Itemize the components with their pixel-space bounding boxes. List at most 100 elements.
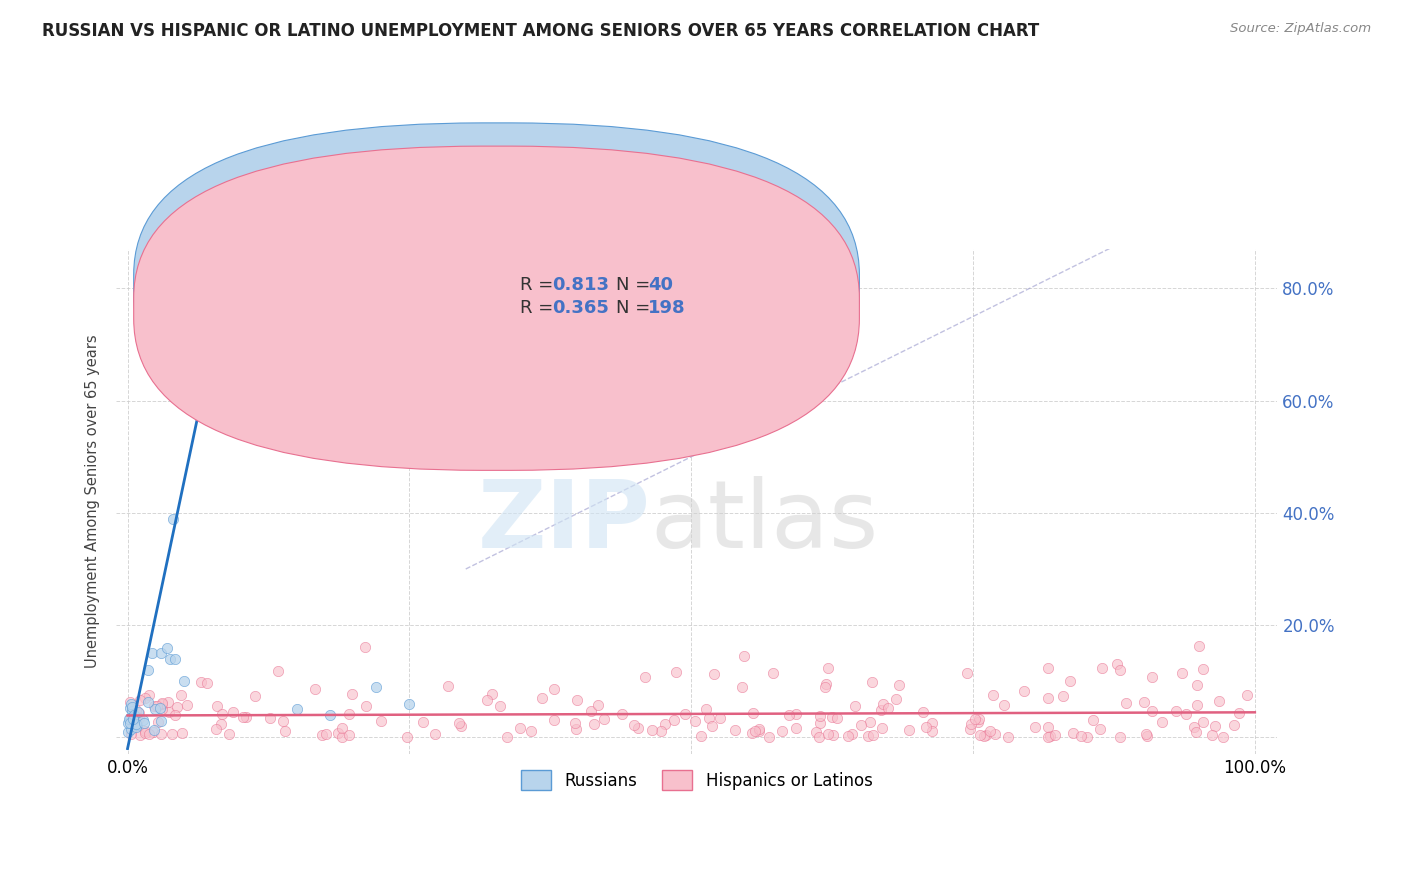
Point — [703, 666, 725, 681]
Point — [120, 698, 142, 712]
Point — [921, 723, 943, 738]
Point — [723, 723, 745, 737]
Point — [695, 701, 717, 715]
Point — [665, 665, 688, 680]
Point — [844, 699, 866, 714]
Point — [748, 723, 770, 738]
Point — [370, 714, 392, 728]
Point — [650, 723, 672, 738]
Point — [1036, 720, 1059, 734]
Text: N =: N = — [616, 299, 655, 318]
Point — [1185, 678, 1208, 692]
Point — [205, 699, 228, 714]
Point — [1236, 688, 1258, 702]
Point — [170, 688, 193, 702]
Point — [412, 714, 434, 729]
Point — [1083, 713, 1105, 727]
Point — [337, 728, 360, 742]
Point — [823, 728, 845, 742]
Point — [156, 640, 179, 655]
Point — [166, 700, 188, 714]
Point — [1140, 704, 1163, 718]
Point — [1038, 730, 1060, 744]
Text: Source: ZipAtlas.com: Source: ZipAtlas.com — [1230, 22, 1371, 36]
Point — [232, 710, 254, 724]
Point — [915, 720, 938, 734]
Point — [142, 698, 165, 713]
Point — [1150, 714, 1173, 729]
Point — [117, 725, 139, 739]
Point — [579, 704, 602, 718]
Point — [330, 730, 353, 744]
Point — [981, 688, 1004, 702]
Point — [997, 730, 1019, 744]
Point — [274, 723, 297, 738]
Point — [211, 716, 233, 731]
Point — [125, 719, 148, 733]
Point — [205, 723, 228, 737]
Point — [245, 689, 267, 703]
Point — [837, 730, 859, 744]
Point — [509, 721, 531, 735]
Point — [118, 712, 141, 726]
Point — [959, 722, 981, 736]
Point — [967, 712, 990, 726]
Text: 0.365: 0.365 — [551, 299, 609, 318]
Point — [364, 680, 387, 694]
Point — [1062, 726, 1084, 740]
Point — [984, 726, 1007, 740]
Point — [120, 711, 142, 725]
Point — [683, 714, 706, 729]
Point — [330, 721, 353, 735]
Point — [160, 727, 183, 741]
Point — [821, 710, 844, 724]
Point — [815, 676, 838, 690]
FancyBboxPatch shape — [134, 123, 859, 447]
Point — [141, 349, 163, 363]
Point — [127, 710, 149, 724]
Point — [898, 723, 921, 737]
Point — [974, 728, 997, 742]
Point — [870, 702, 893, 716]
Point — [128, 710, 150, 724]
Point — [1222, 717, 1244, 731]
Point — [118, 701, 141, 715]
Point — [118, 695, 141, 709]
FancyBboxPatch shape — [458, 257, 807, 327]
Point — [1188, 639, 1211, 653]
Point — [582, 717, 605, 731]
Point — [235, 710, 257, 724]
Point — [877, 701, 900, 715]
Point — [770, 724, 793, 739]
Point — [742, 706, 765, 720]
Point — [1185, 724, 1208, 739]
Point — [157, 705, 180, 719]
Point — [129, 728, 152, 742]
Point — [162, 359, 184, 374]
Point — [993, 698, 1015, 713]
Point — [134, 723, 156, 738]
Point — [354, 640, 377, 654]
Point — [423, 726, 446, 740]
Point — [163, 708, 186, 723]
Point — [150, 697, 173, 711]
Point — [163, 652, 186, 666]
Point — [741, 725, 763, 739]
Point — [623, 718, 645, 732]
Point — [1192, 662, 1215, 676]
Point — [149, 714, 172, 728]
Point — [122, 712, 145, 726]
Point — [190, 675, 212, 690]
Point — [150, 702, 173, 716]
Point — [748, 722, 770, 736]
Point — [152, 696, 174, 710]
Point — [825, 711, 848, 725]
Point — [860, 674, 883, 689]
Point — [1038, 660, 1060, 674]
Point — [311, 728, 333, 742]
Point — [340, 687, 363, 701]
Point — [176, 698, 198, 712]
Point — [808, 716, 831, 731]
Point — [136, 663, 159, 677]
Text: ZIP: ZIP — [478, 476, 651, 568]
